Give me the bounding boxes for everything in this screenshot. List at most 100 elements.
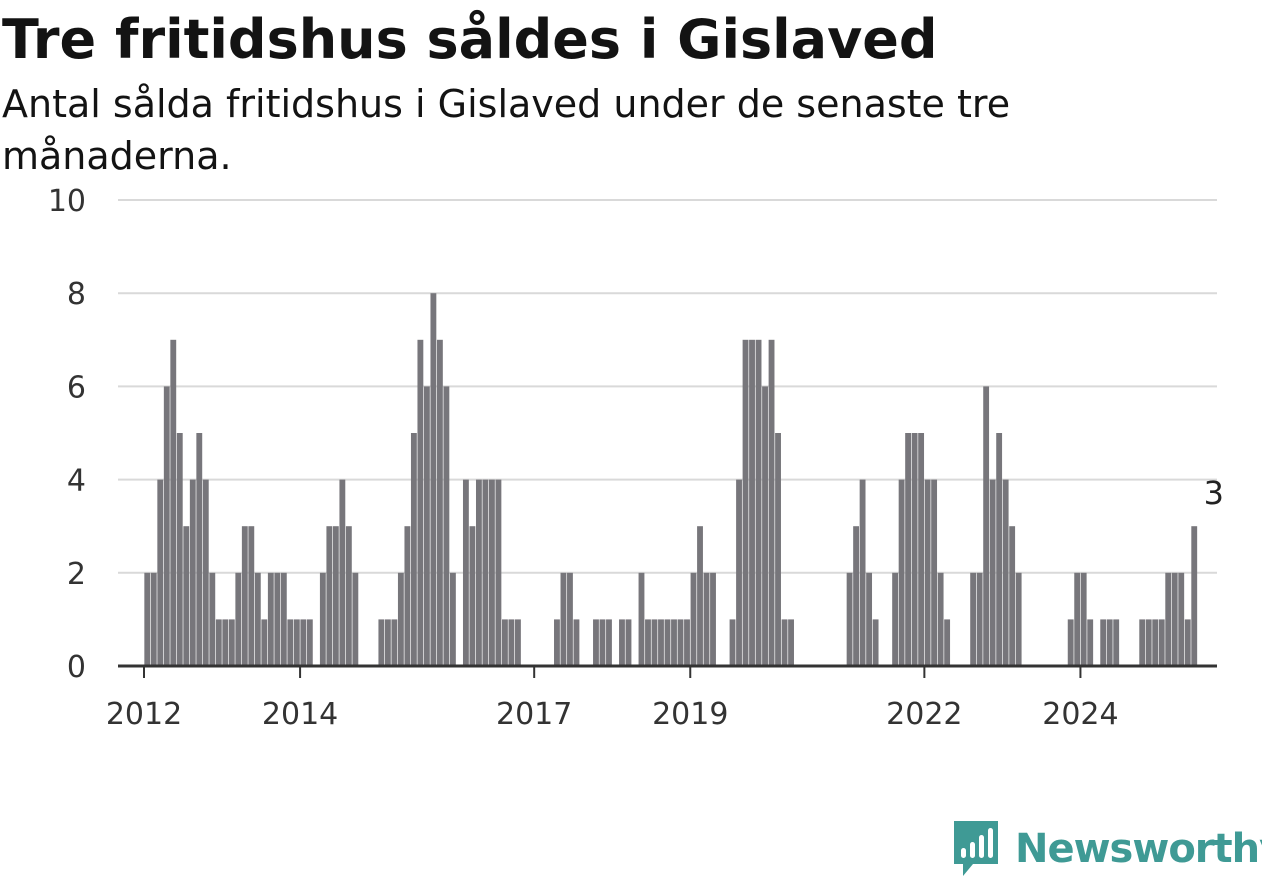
bar xyxy=(924,479,931,666)
bar xyxy=(209,572,216,666)
bar xyxy=(1106,619,1113,666)
bar xyxy=(1171,572,1178,666)
bar xyxy=(684,619,690,666)
gridlines xyxy=(118,199,1217,574)
bar xyxy=(287,619,294,666)
bar xyxy=(1002,479,1009,666)
bar xyxy=(196,433,203,666)
highlight-value-label: 3 xyxy=(1204,474,1224,512)
y-tick-label: 8 xyxy=(67,277,86,312)
bar xyxy=(599,619,606,666)
bar xyxy=(1145,619,1152,666)
bar xyxy=(1080,572,1087,666)
x-tick-label: 2019 xyxy=(652,697,728,732)
y-tick-label: 0 xyxy=(67,650,86,685)
bar xyxy=(1100,619,1107,666)
bar xyxy=(436,339,443,666)
bar xyxy=(905,433,912,666)
bar xyxy=(352,572,359,666)
bar xyxy=(859,479,866,666)
bar xyxy=(326,526,333,666)
y-tick-label: 2 xyxy=(67,557,86,592)
bar xyxy=(911,433,918,666)
bar xyxy=(892,572,899,666)
bar xyxy=(1139,619,1146,666)
bar xyxy=(755,339,762,666)
bar xyxy=(690,572,697,666)
bar xyxy=(502,619,508,666)
bar xyxy=(215,619,222,666)
brand-logo: Newsworthy xyxy=(951,818,1262,880)
bar xyxy=(625,619,632,666)
bar xyxy=(449,572,456,666)
x-axis: 2012 2014 2017 2019 2022 2024 xyxy=(106,664,1217,732)
bar xyxy=(410,433,417,666)
bar xyxy=(606,619,612,666)
bar xyxy=(664,619,671,666)
bar xyxy=(983,386,990,666)
x-tick-label: 2014 xyxy=(262,697,338,732)
bar xyxy=(1009,526,1016,666)
bar xyxy=(1184,619,1191,666)
bar xyxy=(781,619,788,666)
bar xyxy=(554,619,560,666)
bar xyxy=(163,386,170,666)
bar xyxy=(1165,572,1172,666)
bar xyxy=(319,572,326,666)
bar xyxy=(762,386,768,666)
bar xyxy=(937,572,944,666)
bar xyxy=(989,479,996,666)
bar xyxy=(853,526,860,666)
bar xyxy=(300,619,307,666)
annotations: 3 xyxy=(1204,474,1224,512)
bar xyxy=(567,572,573,666)
bar xyxy=(729,619,736,666)
bar xyxy=(866,572,873,666)
bar xyxy=(280,572,287,666)
bar xyxy=(274,572,281,666)
bar xyxy=(1015,572,1022,666)
bar xyxy=(488,479,495,666)
bar xyxy=(1087,619,1094,666)
bar xyxy=(898,479,905,666)
bar xyxy=(306,619,313,666)
bar xyxy=(677,619,684,666)
bar xyxy=(482,479,489,666)
bar xyxy=(749,339,755,666)
bar xyxy=(430,293,437,666)
bar xyxy=(560,572,567,666)
bar xyxy=(768,339,775,666)
bar xyxy=(462,479,469,666)
bar xyxy=(391,619,398,666)
bar xyxy=(976,572,983,666)
brand-name: Newsworthy xyxy=(1015,826,1262,872)
bar xyxy=(1113,619,1120,666)
bar xyxy=(736,479,742,666)
bar xyxy=(1074,572,1081,666)
bar xyxy=(638,572,645,666)
bar xyxy=(417,339,424,666)
bar xyxy=(170,339,177,666)
bar xyxy=(658,619,664,666)
bar xyxy=(996,433,1003,666)
bar xyxy=(651,619,658,666)
bar xyxy=(189,479,196,666)
bar xyxy=(1191,526,1198,666)
bar xyxy=(872,619,879,666)
bar xyxy=(345,526,352,666)
bar xyxy=(404,526,411,666)
bar xyxy=(1158,619,1165,666)
y-tick-label: 6 xyxy=(67,370,86,405)
bar xyxy=(384,619,391,666)
x-tick-label: 2022 xyxy=(886,697,962,732)
bar xyxy=(443,386,450,666)
bar xyxy=(697,526,703,666)
bar xyxy=(1152,619,1159,666)
bar xyxy=(593,619,599,666)
bar xyxy=(332,526,339,666)
bar xyxy=(671,619,677,666)
bar xyxy=(710,572,716,666)
bar xyxy=(515,619,521,666)
bar xyxy=(475,479,482,666)
